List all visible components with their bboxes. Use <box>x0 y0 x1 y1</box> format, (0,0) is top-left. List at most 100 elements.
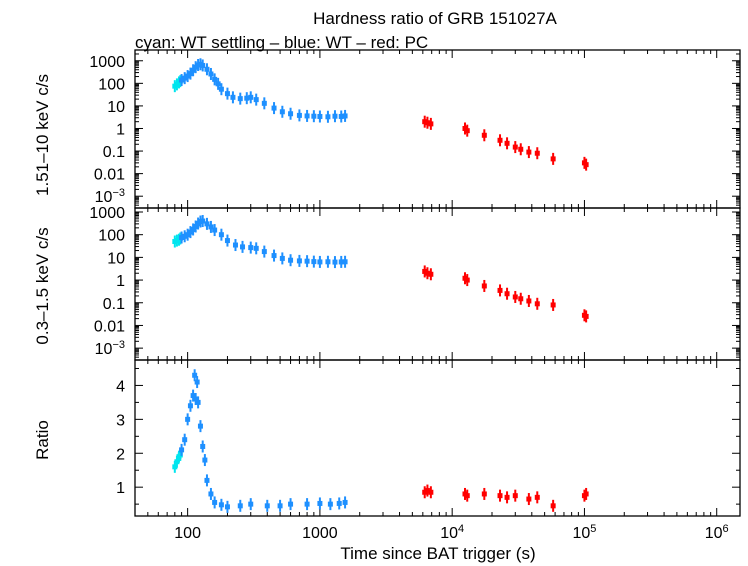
data-point-pc <box>534 150 540 156</box>
data-point-wt <box>277 503 283 509</box>
data-point-wt <box>261 249 267 255</box>
y-tick-label-soft-base: 100 <box>98 228 125 245</box>
data-point-wt <box>288 111 294 117</box>
data-point-wt-settling <box>177 452 183 458</box>
y-tick-label-hard-base: 0.01 <box>94 167 125 184</box>
data-point-pc <box>422 268 428 274</box>
data-point-pc <box>422 489 428 495</box>
data-point-wt <box>279 255 285 261</box>
data-point-wt <box>208 224 214 230</box>
chart-title: Hardness ratio of GRB 151027A <box>313 9 557 28</box>
data-point-pc <box>464 277 470 283</box>
data-point-wt <box>288 501 294 507</box>
y-tick-label-ratio: 4 <box>116 378 125 395</box>
x-tick-label: 1000 <box>302 525 338 542</box>
data-point-wt <box>342 113 348 119</box>
data-point-wt <box>224 238 230 244</box>
data-point-wt <box>212 76 218 82</box>
data-point-wt <box>271 253 277 259</box>
data-point-wt <box>271 105 277 111</box>
data-point-wt <box>182 437 188 443</box>
data-point-wt <box>218 232 224 238</box>
data-point-pc <box>497 287 503 293</box>
data-point-wt <box>237 503 243 509</box>
data-point-pc <box>534 494 540 500</box>
data-point-wt <box>218 502 224 508</box>
data-point-wt <box>187 229 193 235</box>
y-tick-label-soft: 10 <box>107 250 125 267</box>
x-tick-label-exp: 6 <box>723 523 729 535</box>
data-point-pc <box>504 291 510 297</box>
x-tick-label: 104 <box>440 523 464 542</box>
data-point-wt <box>342 259 348 265</box>
data-point-wt <box>185 232 191 238</box>
data-point-wt <box>190 226 196 232</box>
data-point-wt <box>204 66 210 72</box>
data-point-pc <box>428 489 434 495</box>
data-point-pc <box>550 503 556 509</box>
data-point-wt <box>193 223 199 229</box>
x-tick-label-exp: 5 <box>590 523 596 535</box>
data-point-pc <box>464 128 470 134</box>
data-point-pc <box>512 144 518 150</box>
panel-frame-ratio <box>134 359 741 517</box>
data-point-wt <box>296 112 302 118</box>
data-point-wt <box>185 73 191 79</box>
data-point-pc <box>424 120 430 126</box>
y-axis-label-hard: 1.51–10 keV c/s <box>33 74 52 196</box>
y-tick-label-soft: 1 <box>116 273 125 290</box>
y-tick-label-hard: 10−3 <box>95 187 125 206</box>
x-axis-label: Time since BAT trigger (s) <box>340 544 535 563</box>
data-point-wt <box>296 258 302 264</box>
y-tick-label-ratio: 2 <box>116 446 125 463</box>
y-tick-label-hard: 10 <box>107 99 125 116</box>
data-point-wt <box>304 258 310 264</box>
data-point-wt <box>317 259 323 265</box>
y-tick-label-soft-base: 0.01 <box>94 318 125 335</box>
data-point-pc <box>422 119 428 125</box>
data-point-wt <box>182 233 188 239</box>
x-tick-label-base: 10 <box>440 525 458 542</box>
data-point-pc <box>481 132 487 138</box>
data-point-wt <box>208 491 214 497</box>
data-point-wt <box>212 499 218 505</box>
data-point-wt <box>204 477 210 483</box>
data-point-wt <box>253 245 259 251</box>
y-tick-label-hard-exp: −3 <box>112 187 125 199</box>
data-point-wt <box>248 245 254 251</box>
data-point-wt <box>197 423 203 429</box>
data-point-wt <box>190 67 196 73</box>
y-tick-label-ratio: 3 <box>116 412 125 429</box>
y-tick-label-soft: 0.1 <box>103 296 125 313</box>
data-point-wt <box>304 501 310 507</box>
data-point-wt <box>311 113 317 119</box>
data-point-wt <box>264 503 270 509</box>
y-tick-label-ratio-base: 4 <box>116 378 125 395</box>
data-point-wt <box>185 416 191 422</box>
data-point-wt <box>224 504 230 510</box>
y-axis-label-ratio: Ratio <box>33 420 52 460</box>
data-point-pc <box>583 162 589 168</box>
data-point-wt <box>304 113 310 119</box>
data-point-wt <box>232 242 238 248</box>
y-axis-label-soft: 0.3–1.5 keV c/s <box>33 227 52 344</box>
data-point-pc <box>464 493 470 499</box>
data-point-wt <box>179 447 185 453</box>
y-tick-label-hard-base: 10 <box>107 99 125 116</box>
data-point-wt <box>237 96 243 102</box>
data-point-pc <box>526 298 532 304</box>
data-point-pc <box>512 493 518 499</box>
y-tick-label-hard: 100 <box>98 76 125 93</box>
data-point-wt <box>248 94 254 100</box>
y-tick-label-hard: 0.01 <box>94 167 125 184</box>
data-point-wt <box>187 71 193 77</box>
y-tick-label-soft: 100 <box>98 228 125 245</box>
y-tick-label-soft-base: 1 <box>116 273 125 290</box>
data-point-wt <box>202 457 208 463</box>
data-point-wt <box>200 218 206 224</box>
data-point-wt <box>325 259 331 265</box>
data-point-wt <box>215 81 221 87</box>
data-point-wt <box>317 113 323 119</box>
data-point-pc <box>424 270 430 276</box>
